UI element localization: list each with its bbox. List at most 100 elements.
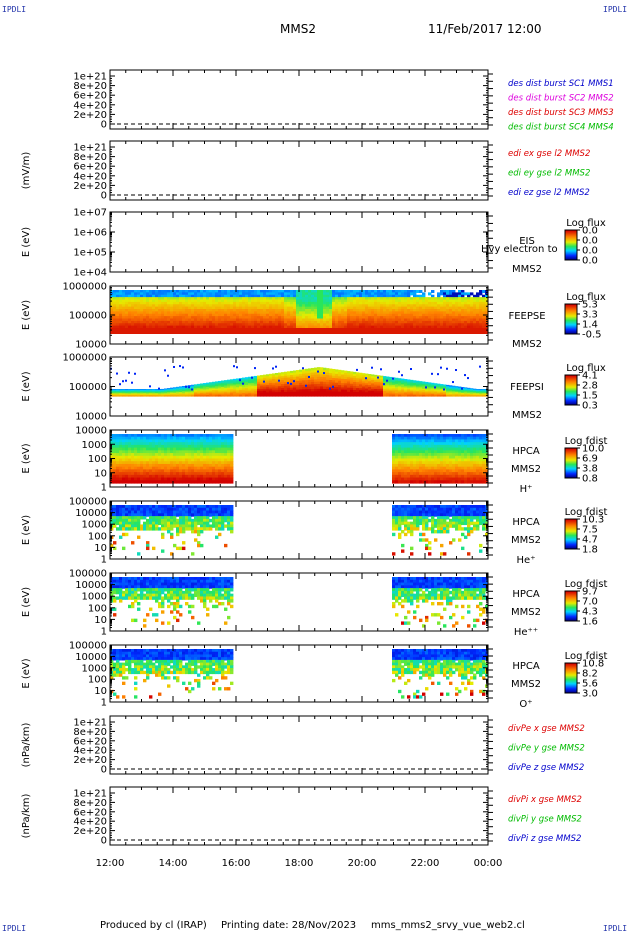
heat-cell <box>446 309 450 312</box>
heat-cell <box>269 304 273 308</box>
heat-cell <box>365 382 369 386</box>
heat-cell <box>239 309 243 312</box>
heat-cell <box>152 455 156 460</box>
heat-cell <box>467 325 471 329</box>
heat-cell <box>335 371 339 375</box>
heat-cell <box>185 392 189 394</box>
heat-cell <box>455 292 459 296</box>
y-axis-label: E (eV) <box>21 227 32 257</box>
heat-cell <box>314 372 318 376</box>
heat-cell <box>287 294 291 298</box>
heat-cell <box>428 309 432 312</box>
heat-cell <box>212 386 216 389</box>
heat-cell <box>293 320 297 324</box>
heat-cell <box>236 391 240 394</box>
heat-cell <box>113 474 117 479</box>
heat-cell <box>113 306 117 310</box>
heat-cell <box>455 388 459 391</box>
heat-cell <box>449 301 453 305</box>
heat-cell <box>317 301 321 305</box>
heat-cell <box>290 304 294 308</box>
y-tick-label: 1e+05 <box>73 248 107 259</box>
heat-cell <box>470 392 474 394</box>
heat-cell <box>296 393 300 397</box>
heat-cell <box>137 474 141 479</box>
heat-cell <box>179 320 183 324</box>
heat-cell <box>314 316 318 320</box>
heat-cell <box>203 328 207 334</box>
heat-cell <box>134 299 138 303</box>
heat-cell <box>224 297 228 301</box>
heat-cell <box>272 380 276 384</box>
heat-cell <box>158 463 162 468</box>
heat-cell <box>302 294 306 298</box>
heat-cell <box>122 304 126 308</box>
heat-cell <box>365 373 369 377</box>
heat-cell <box>197 458 201 462</box>
heat-cell <box>116 450 120 454</box>
heat-cell <box>191 444 195 449</box>
heat-cell <box>371 374 375 377</box>
heat-cell <box>152 313 156 317</box>
heat-cell <box>464 392 468 394</box>
heat-cell <box>125 316 129 320</box>
heat-cell <box>464 309 468 312</box>
heat-cell <box>461 392 465 395</box>
heat-cell <box>185 389 189 392</box>
heat-cell <box>446 392 450 394</box>
heat-cell <box>404 391 408 394</box>
heat-cell <box>458 388 462 390</box>
heat-cell <box>158 387 160 390</box>
heat-cell <box>425 384 429 387</box>
heat-cell <box>191 442 195 446</box>
heat-cell <box>323 309 327 312</box>
heat-cell <box>389 294 393 298</box>
heat-cell <box>179 323 183 327</box>
heat-cell <box>113 461 117 465</box>
heat-cell <box>215 388 219 391</box>
heat-cell <box>167 453 171 457</box>
heat-cell <box>218 309 222 312</box>
heat-cell <box>173 434 177 438</box>
heat-cell <box>284 309 288 312</box>
heat-cell <box>335 290 339 293</box>
heat-cell <box>272 382 276 386</box>
heat-cell <box>176 325 180 329</box>
heat-cell <box>341 304 345 308</box>
heat-cell <box>203 325 207 329</box>
heat-cell <box>125 304 129 308</box>
heat-cell <box>455 313 459 317</box>
heat-cell <box>125 477 129 481</box>
heat-cell <box>143 466 147 470</box>
heat-cell <box>254 301 258 305</box>
heat-cell <box>296 391 300 395</box>
heat-cell <box>164 316 168 320</box>
heat-cell <box>356 323 360 327</box>
heat-cell <box>206 383 210 386</box>
heat-cell <box>146 323 150 327</box>
heat-cell <box>140 292 144 296</box>
heat-cell <box>242 323 246 327</box>
heat-cell <box>122 434 126 438</box>
heat-cell <box>407 318 411 322</box>
heat-cell <box>482 306 486 310</box>
heat-cell <box>419 301 423 305</box>
heat-cell <box>176 444 180 449</box>
heat-cell <box>293 376 297 380</box>
heat-cell <box>122 436 126 441</box>
heat-cell <box>332 292 336 296</box>
heat-cell <box>176 450 180 454</box>
heat-cell <box>209 453 213 457</box>
heat-cell <box>410 385 414 388</box>
heat-cell <box>119 450 123 454</box>
heat-cell <box>419 316 423 320</box>
heat-cell <box>299 290 303 293</box>
heat-cell <box>158 290 162 293</box>
heat-cell <box>266 320 270 324</box>
heat-cell <box>206 474 210 479</box>
heat-cell <box>218 316 222 320</box>
heat-cell <box>398 313 402 317</box>
heat-cell <box>281 382 285 385</box>
heat-cell <box>356 325 360 329</box>
heat-cell <box>227 318 231 322</box>
